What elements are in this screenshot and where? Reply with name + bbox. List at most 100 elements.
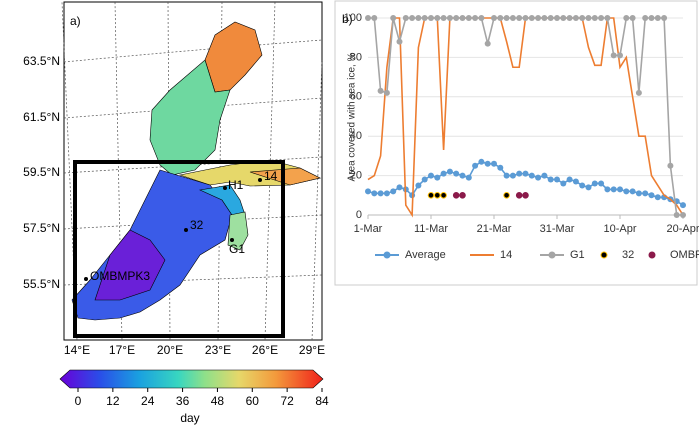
point [635, 89, 642, 96]
station [223, 186, 227, 190]
lat-label: 59.5°N [23, 165, 60, 179]
point [503, 172, 510, 179]
point [547, 176, 554, 183]
point [604, 15, 611, 21]
point [579, 182, 586, 189]
legend-label: OMBPK3 [670, 249, 699, 261]
colorbar-tick-label: 36 [176, 394, 190, 408]
point [440, 170, 447, 177]
lon-label: 14°E [64, 343, 90, 357]
point [453, 170, 460, 177]
x-tick-label: 20-Apr [666, 223, 699, 235]
point [547, 15, 554, 21]
point [365, 188, 371, 195]
y-axis-label: Area covered with sea ice, % [347, 52, 358, 181]
legend-label: 32 [622, 249, 634, 261]
x-tick-label: 31-Mar [540, 223, 575, 235]
point [497, 164, 504, 171]
x-tick-label: 10-Apr [603, 223, 636, 235]
colorbar-tick-label: 84 [315, 394, 329, 408]
point [572, 15, 579, 21]
point [535, 174, 542, 181]
legend-label: 14 [500, 249, 512, 261]
point [377, 87, 384, 94]
point [446, 168, 453, 175]
point [390, 15, 397, 21]
point [453, 15, 460, 21]
point [396, 184, 403, 191]
point [390, 188, 397, 195]
point [383, 190, 390, 197]
point [623, 15, 630, 21]
x-tick-label: 21-Mar [477, 223, 512, 235]
point [516, 15, 523, 21]
point [515, 192, 523, 199]
y-tick-label: 20 [350, 170, 362, 182]
y-tick-label: 100 [344, 12, 362, 24]
legend-swatch [548, 251, 556, 259]
point [610, 52, 617, 59]
lat-label: 55.5°N [23, 277, 60, 291]
point [434, 192, 441, 199]
point [522, 170, 529, 177]
point [598, 15, 605, 21]
point [661, 15, 668, 21]
point [585, 184, 592, 191]
point [459, 15, 466, 21]
point [528, 172, 535, 179]
point [566, 15, 573, 21]
station-label: 32 [190, 218, 204, 232]
point [383, 89, 390, 96]
point [440, 192, 447, 199]
point [434, 174, 441, 181]
point [629, 188, 636, 195]
point [648, 15, 655, 21]
point [484, 160, 491, 167]
point [465, 15, 472, 21]
point [465, 174, 472, 181]
colorbar [59, 369, 324, 389]
point [591, 180, 598, 187]
y-tick-label: 80 [350, 51, 362, 63]
point [415, 182, 422, 189]
point [654, 194, 661, 201]
point [680, 202, 686, 209]
point [560, 15, 567, 21]
point [598, 180, 605, 187]
station [184, 228, 188, 232]
point [629, 15, 636, 21]
point [560, 180, 567, 187]
point [535, 15, 542, 21]
point [528, 15, 535, 21]
point [509, 172, 516, 179]
point [365, 15, 371, 21]
station-label: OMBMPK3 [90, 269, 150, 283]
point [491, 15, 497, 21]
lon-label: 23°E [205, 343, 231, 357]
point [415, 15, 422, 21]
point [421, 176, 428, 183]
point [377, 190, 384, 197]
x-tick-label: 1-Mar [354, 223, 383, 235]
station-label: H1 [228, 178, 244, 192]
point [516, 170, 523, 177]
y-tick-label: 0 [356, 209, 362, 221]
colorbar-tick-label: 72 [280, 394, 294, 408]
point [522, 192, 529, 199]
point [434, 15, 441, 21]
point [585, 15, 592, 21]
map-panel: a) H1 14 32 G1 OMBMPK3 63.5°N 61.5°N 59.… [23, 1, 325, 425]
station [84, 277, 88, 281]
point [427, 192, 435, 199]
colorbar-tick-label: 48 [211, 394, 225, 408]
point [402, 15, 409, 21]
point [421, 15, 428, 21]
point [459, 172, 466, 179]
lon-label: 29°E [299, 343, 325, 357]
point [642, 15, 649, 21]
point [591, 15, 598, 21]
colorbar-tick-label: 0 [75, 394, 82, 408]
point [604, 186, 611, 193]
point [503, 192, 510, 199]
panel-label: b) [342, 12, 353, 26]
